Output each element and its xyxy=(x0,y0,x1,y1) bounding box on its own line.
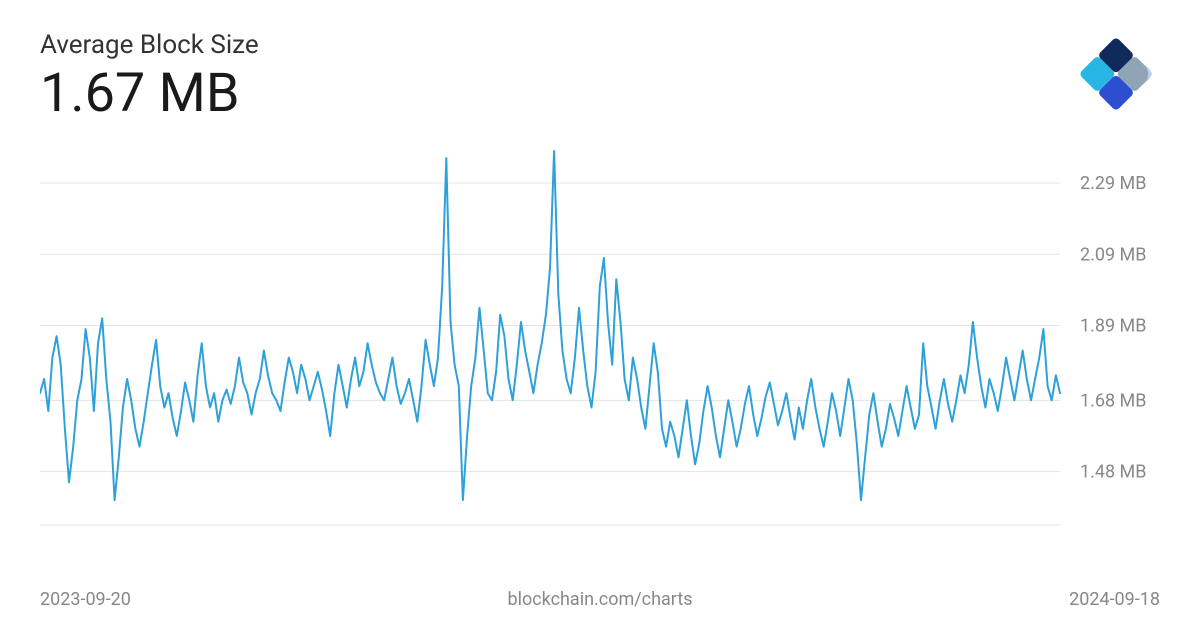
y-axis-label: 1.48 MB xyxy=(1080,462,1147,483)
brand-logo-icon xyxy=(1072,30,1160,118)
header: Average Block Size 1.67 MB xyxy=(40,30,1160,123)
main-container: Average Block Size 1.67 MB 2.29 MB 2.09 M… xyxy=(0,0,1200,630)
x-axis-start-label: 2023-09-20 xyxy=(40,589,180,610)
line-chart: 2.29 MB 2.09 MB 1.89 MB 1.68 MB 1.48 MB xyxy=(40,143,1160,533)
y-axis-label: 1.68 MB xyxy=(1080,391,1147,412)
y-axis-label: 2.29 MB xyxy=(1080,173,1147,194)
chart-area: 2.29 MB 2.09 MB 1.89 MB 1.68 MB 1.48 MB xyxy=(40,143,1160,573)
x-axis-end-label: 2024-09-18 xyxy=(1020,589,1160,610)
footer: 2023-09-20 blockchain.com/charts 2024-09… xyxy=(40,589,1160,610)
y-axis-label: 1.89 MB xyxy=(1080,316,1147,337)
source-label: blockchain.com/charts xyxy=(180,589,1020,610)
chart-current-value: 1.67 MB xyxy=(40,64,259,123)
header-left: Average Block Size 1.67 MB xyxy=(40,30,259,123)
chart-title: Average Block Size xyxy=(40,30,259,60)
y-axis-label: 2.09 MB xyxy=(1080,245,1147,266)
